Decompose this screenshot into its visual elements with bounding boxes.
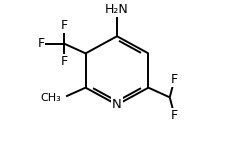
Text: H₂N: H₂N (105, 3, 129, 16)
Text: F: F (61, 55, 68, 68)
Text: CH₃: CH₃ (41, 93, 61, 103)
Text: F: F (37, 37, 44, 50)
Text: F: F (61, 19, 68, 32)
Text: N: N (112, 98, 122, 111)
Text: F: F (171, 109, 178, 122)
Text: F: F (171, 73, 178, 86)
